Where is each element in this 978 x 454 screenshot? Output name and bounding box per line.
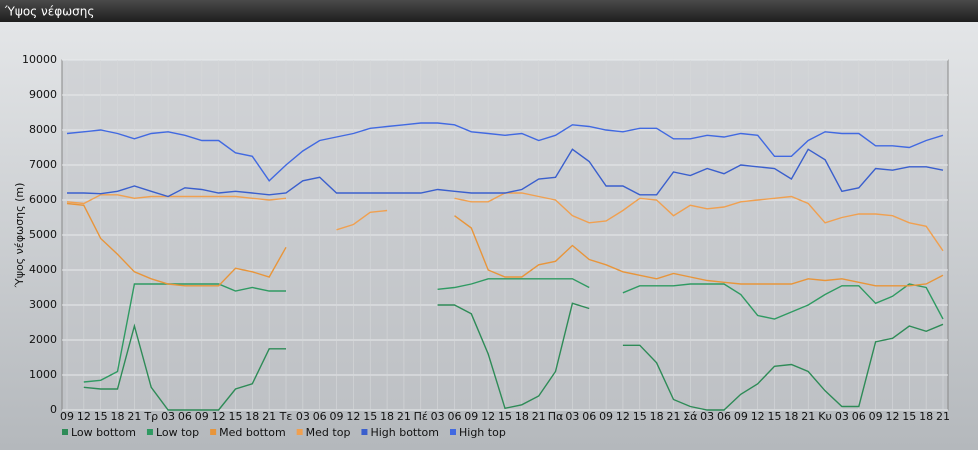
y-tick-label: 1000: [29, 368, 57, 381]
y-tick-label: 10000: [22, 53, 57, 66]
x-tick-label: Κυ: [818, 410, 832, 423]
legend-label: Low bottom: [71, 426, 136, 439]
x-tick-label: 06: [178, 410, 192, 423]
legend-label: High top: [459, 426, 506, 439]
x-tick-label: 15: [498, 410, 512, 423]
x-tick-label: 21: [397, 410, 411, 423]
series-line: [83, 302, 944, 411]
x-tick-label: 15: [363, 410, 377, 423]
legend-swatch: [450, 429, 456, 435]
x-tick-label: 18: [380, 410, 394, 423]
y-tick-label: 8000: [29, 123, 57, 136]
x-tick-label: 06: [447, 410, 461, 423]
x-tick-label: 09: [599, 410, 613, 423]
series-line: [66, 122, 944, 182]
y-tick-label: 2000: [29, 333, 57, 346]
series-line: [67, 148, 944, 198]
x-tick-label: 09: [464, 410, 478, 423]
header-bar: [0, 0, 978, 22]
x-tick-label: 03: [431, 410, 445, 423]
x-tick-label: 21: [666, 410, 680, 423]
x-tick-label: 03: [296, 410, 310, 423]
legend-swatch: [296, 429, 303, 435]
x-tick-label: 03: [161, 410, 175, 423]
series-line: [66, 192, 944, 252]
x-tick-label: 12: [751, 410, 765, 423]
x-tick-label: Τρ: [143, 410, 158, 423]
x-tick-label: 12: [212, 410, 226, 423]
x-tick-label: 15: [94, 410, 108, 423]
x-tick-label: 15: [768, 410, 782, 423]
legend-swatch: [210, 429, 217, 435]
y-tick-label: 3000: [29, 298, 57, 311]
x-tick-label: 18: [245, 410, 259, 423]
x-tick-label: Τε: [279, 410, 293, 423]
legend-swatch: [361, 429, 368, 435]
x-tick-label: 21: [801, 410, 815, 423]
x-tick-label: 06: [582, 410, 596, 423]
y-tick-label: 7000: [29, 158, 57, 171]
x-tick-label: 21: [936, 410, 950, 423]
x-tick-label: 21: [532, 410, 546, 423]
x-tick-label: 12: [481, 410, 495, 423]
y-tick-label: 4000: [29, 263, 57, 276]
x-tick-label: 15: [633, 410, 647, 423]
x-tick-label: 18: [919, 410, 933, 423]
legend-label: High bottom: [370, 426, 439, 439]
y-tick-label: 9000: [29, 88, 57, 101]
x-tick-label: Σά: [683, 410, 697, 423]
x-tick-label: 21: [127, 410, 141, 423]
x-tick-label: 21: [262, 410, 276, 423]
legend-label: Med top: [306, 426, 351, 439]
x-tick-label: 18: [784, 410, 798, 423]
legend-swatch: [146, 429, 153, 435]
x-tick-label: 09: [195, 410, 209, 423]
y-tick-label: 6000: [29, 193, 57, 206]
x-tick-label: 15: [228, 410, 242, 423]
x-tick-label: 12: [616, 410, 630, 423]
x-tick-label: 18: [515, 410, 529, 423]
y-tick-label: 5000: [29, 228, 57, 241]
legend-swatch: [62, 429, 68, 435]
x-tick-label: 03: [835, 410, 849, 423]
x-tick-label: 12: [885, 410, 899, 423]
series-line: [83, 278, 944, 383]
chart-title: Ύψος νέφωσης: [4, 5, 94, 19]
x-tick-label: 09: [60, 410, 74, 423]
x-tick-label: 18: [650, 410, 664, 423]
x-tick-label: 06: [717, 410, 731, 423]
legend-label: Med bottom: [219, 426, 286, 439]
x-tick-label: 03: [700, 410, 714, 423]
x-tick-label: Πέ: [414, 410, 428, 423]
x-tick-label: 03: [565, 410, 579, 423]
x-tick-label: 12: [346, 410, 360, 423]
x-tick-label: 09: [869, 410, 883, 423]
series-line: [66, 202, 944, 287]
y-tick-label: 0: [50, 403, 57, 416]
x-tick-label: 09: [734, 410, 748, 423]
x-tick-label: 12: [77, 410, 91, 423]
x-tick-label: 15: [902, 410, 916, 423]
x-tick-label: 18: [111, 410, 125, 423]
x-tick-label: 09: [330, 410, 344, 423]
x-tick-label: 06: [313, 410, 327, 423]
x-tick-label: Πα: [548, 410, 564, 423]
y-axis-label: Ύψος νέφωσης (m): [13, 183, 26, 289]
x-tick-label: 06: [852, 410, 866, 423]
legend-label: Low top: [156, 426, 199, 439]
